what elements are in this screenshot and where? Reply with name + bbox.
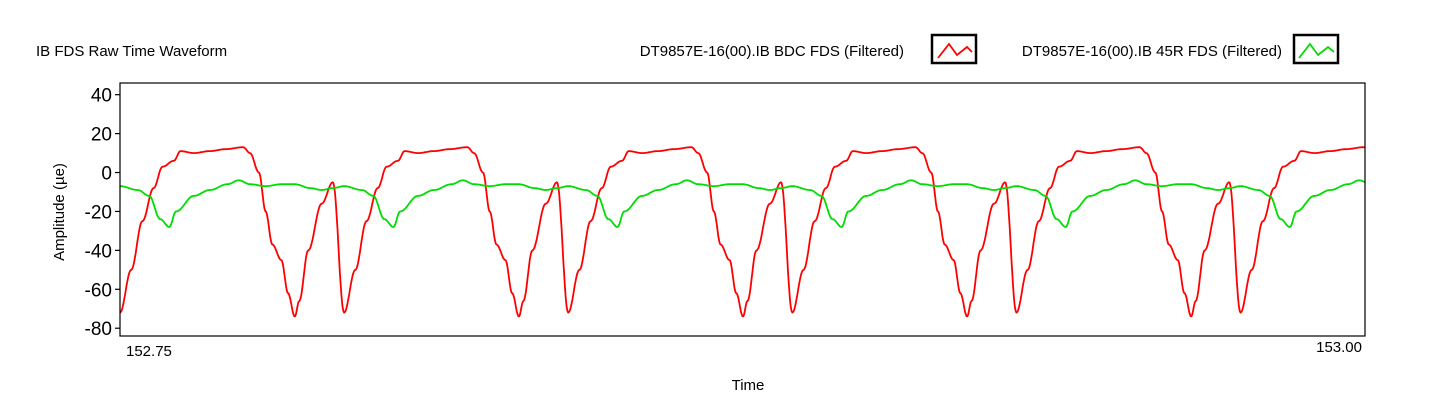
y-axis: 40 20 0 -20 -40 -60 -80 [85,86,120,340]
x-axis-label: Time [732,377,765,394]
y-tick-label: -20 [85,202,112,223]
legend-label-45r: DT9857E-16(00).IB 45R FDS (Filtered) [1022,43,1282,60]
legend-swatch-45r [1292,33,1340,65]
y-tick-label: 40 [91,86,112,107]
series-line-bdc [119,146,1366,318]
chart-title: IB FDS Raw Time Waveform [36,43,227,60]
legend: DT9857E-16(00).IB BDC FDS (Filtered) DT9… [640,33,1340,65]
x-tick-label-start: 152.75 [126,343,172,360]
plot-frame [119,82,1366,337]
legend-line-bdc [937,42,973,59]
plot-lines [119,146,1366,318]
legend-line-45r [1298,42,1335,59]
series-line-45r [119,179,1366,228]
y-tick-label: 20 [91,125,112,146]
y-tick-label: -80 [85,319,112,340]
y-tick-label: -40 [85,241,112,262]
x-tick-label-end: 153.00 [1316,339,1362,356]
y-tick-label: 0 [101,164,112,185]
legend-label-bdc: DT9857E-16(00).IB BDC FDS (Filtered) [640,43,904,60]
legend-swatch-bdc [930,33,978,65]
y-axis-label: Amplitude (µe) [51,163,68,261]
y-tick-label: -60 [85,280,112,301]
